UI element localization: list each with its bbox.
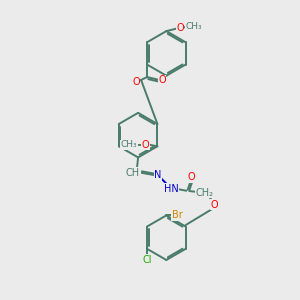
Text: O: O: [141, 140, 149, 150]
Text: CH₃: CH₃: [185, 22, 202, 31]
Text: CH: CH: [126, 168, 140, 178]
Text: O: O: [188, 172, 195, 182]
Text: O: O: [132, 77, 140, 87]
Text: Cl: Cl: [142, 254, 152, 265]
Text: N: N: [154, 170, 162, 180]
Text: O: O: [176, 23, 184, 33]
Text: CH₃: CH₃: [121, 140, 137, 149]
Text: O: O: [158, 75, 166, 85]
Text: CH₂: CH₂: [196, 188, 214, 197]
Text: Br: Br: [172, 210, 183, 220]
Text: O: O: [210, 200, 218, 210]
Text: HN: HN: [164, 184, 179, 194]
